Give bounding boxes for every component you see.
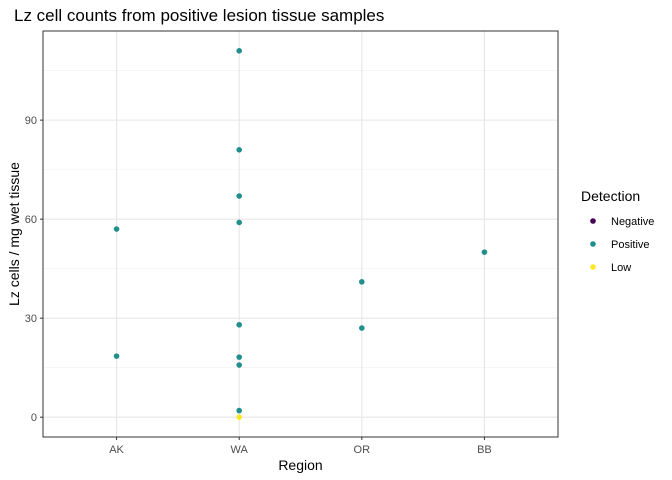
y-axis: 0 30 60 90: [25, 115, 43, 424]
legend-title: Detection: [581, 188, 640, 204]
y-tick-label: 30: [25, 313, 37, 325]
data-point: [113, 226, 120, 232]
data-point: [236, 321, 242, 328]
legend-label: Low: [611, 262, 631, 274]
data-point: [236, 414, 242, 420]
y-axis-title: Lz cells / mg wet tissue: [6, 162, 22, 306]
x-axis: AK WA OR BB: [109, 437, 492, 456]
data-point: [236, 147, 242, 153]
y-tick-label: 0: [31, 412, 37, 424]
plot-panel: [42, 30, 559, 438]
data-point: [359, 279, 365, 285]
x-axis-title: Region: [278, 457, 322, 473]
legend-label: Positive: [611, 239, 650, 251]
data-point: [236, 354, 242, 360]
x-tick-label: OR: [354, 444, 371, 456]
data-points: [113, 48, 488, 420]
data-point: [236, 193, 242, 199]
data-point: [236, 219, 242, 226]
data-point: [236, 407, 242, 414]
x-tick-label: BB: [477, 444, 492, 456]
data-point: [236, 48, 242, 54]
legend-key: [590, 218, 596, 224]
data-point: [359, 325, 365, 331]
panel-background: [43, 31, 558, 437]
x-tick-label: WA: [231, 444, 249, 456]
x-tick-label: AK: [109, 444, 124, 456]
legend-key: [590, 264, 596, 270]
y-tick-label: 90: [25, 115, 37, 127]
y-tick-label: 60: [25, 214, 37, 226]
data-point: [113, 353, 120, 359]
legend: Detection Negative Positive Low: [581, 188, 654, 274]
legend-label: Negative: [611, 216, 654, 228]
panel-border: [42, 30, 559, 438]
legend-key: [590, 241, 596, 247]
data-point: [481, 249, 488, 255]
chart-title: Lz cell counts from positive lesion tiss…: [14, 6, 384, 25]
data-point: [236, 362, 242, 368]
